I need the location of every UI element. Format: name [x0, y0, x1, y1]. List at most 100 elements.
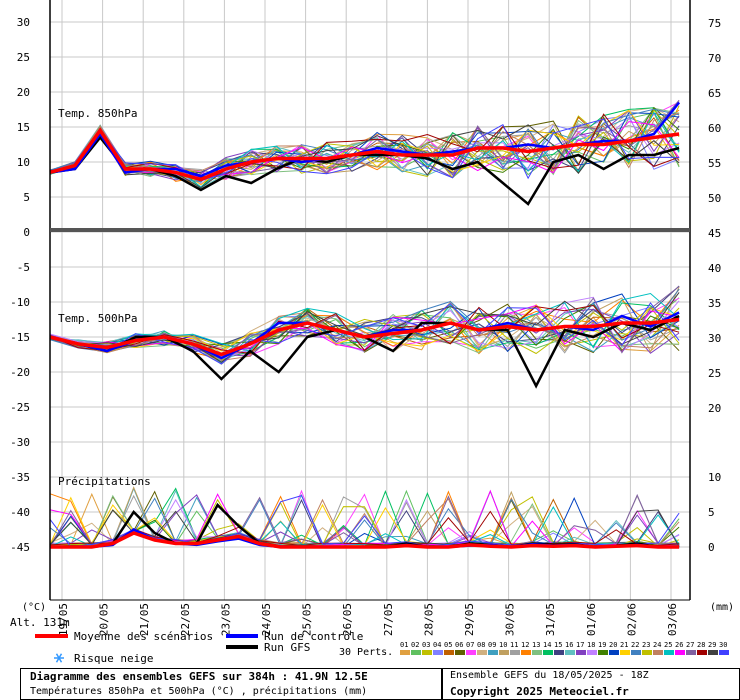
right-tick-label-precip: 5: [708, 506, 715, 519]
series-line-t500: [49, 317, 680, 357]
right-tick-label-precip: 0: [708, 541, 715, 554]
x-date-label: 23/05: [219, 603, 232, 636]
perturbations-label: 30 Perts.: [339, 647, 393, 658]
right-tick-label-t850: 70: [708, 52, 721, 65]
chart-frame: [49, 0, 691, 601]
pert-legend-swatch: [499, 650, 509, 655]
pert-legend-label: 20: [609, 641, 617, 649]
axis-labels: 302520151050-5-10-15-20-25-30-35-40-4519…: [10, 16, 721, 636]
pert-legend-label: 05: [444, 641, 452, 649]
pert-legend-swatch: [510, 650, 520, 655]
left-tick-label: -30: [10, 436, 30, 449]
pert-legend-swatch: [576, 650, 586, 655]
left-tick-label: 15: [17, 121, 30, 134]
pert-legend-swatch: [653, 650, 663, 655]
pert-legend-label: 24: [653, 641, 661, 649]
pert-legend-label: 02: [411, 641, 419, 649]
pert-legend-label: 15: [554, 641, 562, 649]
x-date-label: 25/05: [301, 603, 314, 636]
pert-legend-label: 09: [488, 641, 496, 649]
pert-legend-swatch: [686, 650, 696, 655]
pert-legend-label: 17: [576, 641, 584, 649]
left-tick-label: -10: [10, 296, 30, 309]
x-date-label: 31/05: [544, 603, 557, 636]
pert-legend-swatch: [466, 650, 476, 655]
pert-legend-swatch: [642, 650, 652, 655]
pert-legend-label: 14: [543, 641, 551, 649]
legend-label-mean: Moyenne des scénarios: [74, 630, 213, 643]
pert-legend-label: 23: [642, 641, 650, 649]
pert-legend-label: 29: [708, 641, 716, 649]
x-date-label: 22/05: [179, 603, 192, 636]
pert-legend-swatch: [697, 650, 707, 655]
pert-legend-label: 30: [719, 641, 727, 649]
left-tick-label: -20: [10, 366, 30, 379]
pert-line-precip: [49, 510, 680, 546]
pert-legend-label: 12: [521, 641, 529, 649]
x-date-label: 29/05: [463, 603, 476, 636]
chart-subtitle: Températures 850hPa et 500hPa (°C) , pré…: [30, 686, 368, 697]
pert-legend-label: 28: [697, 641, 705, 649]
x-date-label: 19/05: [57, 603, 70, 636]
pert-legend-label: 04: [433, 641, 441, 649]
pert-line-t850: [49, 99, 680, 179]
pert-legend-swatch: [411, 650, 421, 655]
pert-legend-label: 13: [532, 641, 540, 649]
pert-line-t850: [49, 124, 680, 189]
pert-legend-swatch: [400, 650, 410, 655]
x-date-label: 02/06: [625, 603, 638, 636]
perturbation-legend: 01 02 03 04 05 06 07 08 09 10 11 12 13 14 15 16 17 18 19 20…: [400, 641, 729, 655]
panel-label-precip: Précipitations: [58, 475, 151, 488]
x-date-label: 30/05: [504, 603, 517, 636]
right-tick-label-t500: 20: [708, 402, 721, 415]
left-tick-label: 0: [23, 226, 30, 239]
left-tick-label: -15: [10, 331, 30, 344]
left-tick-label: -45: [10, 541, 30, 554]
pert-legend-swatch: [444, 650, 454, 655]
pert-legend-swatch: [598, 650, 608, 655]
pert-legend-swatch: [719, 650, 729, 655]
pert-legend-swatch: [565, 650, 575, 655]
right-tick-label-t500: 25: [708, 367, 721, 380]
pert-legend-swatch: [422, 650, 432, 655]
copyright: Copyright 2025 Meteociel.fr: [450, 685, 629, 698]
left-tick-label: 20: [17, 86, 30, 99]
pert-legend-swatch: [587, 650, 597, 655]
pert-legend-label: 16: [565, 641, 573, 649]
pert-legend-swatch: [609, 650, 619, 655]
pert-legend-swatch: [532, 650, 542, 655]
run-info: Ensemble GEFS du 18/05/2025 - 18Z: [450, 670, 649, 681]
legend-label-snow: Risque neige: [74, 652, 153, 665]
altitude-label: Alt. 131m: [10, 616, 70, 629]
right-tick-label-t850: 50: [708, 192, 721, 205]
pert-legend-label: 08: [477, 641, 485, 649]
legend-label-control: Run de contrôle: [264, 630, 363, 643]
main-series-lines: [49, 101, 681, 549]
pert-legend-swatch: [455, 650, 465, 655]
pert-legend-swatch: [521, 650, 531, 655]
pert-legend-label: 19: [598, 641, 606, 649]
pert-legend-label: 11: [510, 641, 518, 649]
panel-label-t500: Temp. 500hPa: [58, 312, 137, 325]
left-tick-label: -25: [10, 401, 30, 414]
panel-label-t850: Temp. 850hPa: [58, 107, 137, 120]
left-tick-label: -5: [17, 261, 30, 274]
pert-legend-label: 06: [455, 641, 463, 649]
pert-line-t850: [49, 118, 680, 182]
pert-line-t850: [49, 112, 680, 178]
pert-legend-label: 01: [400, 641, 408, 649]
legend: Moyenne des scénarios Run de contrôle Ru…: [35, 630, 729, 665]
x-date-label: 27/05: [382, 603, 395, 636]
pert-legend-swatch: [543, 650, 553, 655]
chart-title: Diagramme des ensembles GEFS sur 384h : …: [30, 670, 368, 683]
right-tick-label-t850: 75: [708, 17, 721, 30]
left-tick-label: -35: [10, 471, 30, 484]
pert-legend-swatch: [664, 650, 674, 655]
right-unit-label: (mm): [710, 602, 734, 613]
left-unit-label: (°C): [22, 602, 46, 613]
pert-legend-swatch: [631, 650, 641, 655]
right-tick-label-t850: 60: [708, 122, 721, 135]
left-tick-label: 30: [17, 16, 30, 29]
pert-legend-label: 27: [686, 641, 694, 649]
